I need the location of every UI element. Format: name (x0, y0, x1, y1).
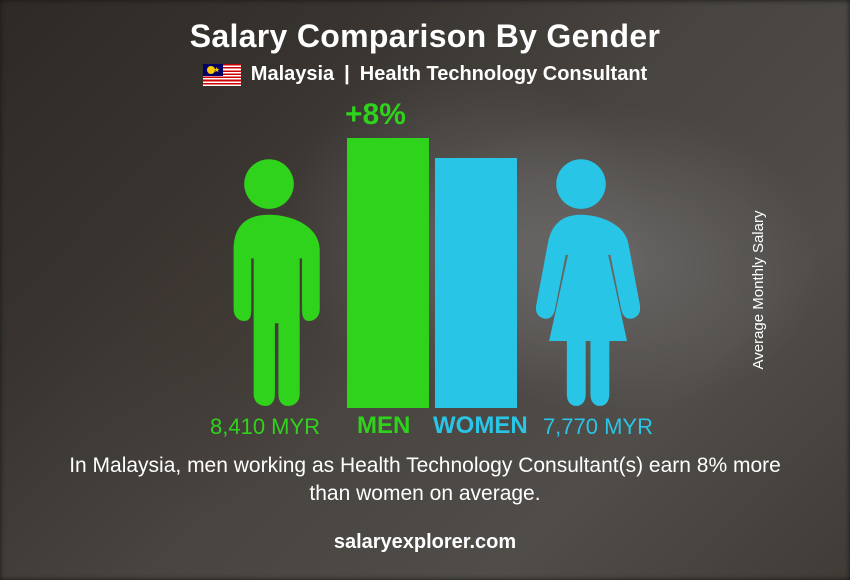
bar-women (435, 158, 517, 408)
gender-label-men: MEN (357, 412, 410, 440)
chart-area: +8% MEN WOMEN 8,410 MYR 7,770 MYR (105, 98, 745, 448)
difference-label: +8% (345, 98, 406, 132)
page-title: Salary Comparison By Gender (190, 18, 660, 55)
content-container: Salary Comparison By Gender Malaysia | H… (0, 0, 850, 580)
malaysia-flag-icon (203, 64, 241, 86)
gender-label-women: WOMEN (433, 412, 528, 440)
summary-text: In Malaysia, men working as Health Techn… (65, 452, 785, 509)
subtitle-role: Health Technology Consultant (360, 63, 647, 86)
bar-men (347, 138, 429, 408)
male-person-icon (210, 156, 328, 408)
salary-men: 8,410 MYR (210, 414, 320, 440)
salary-women: 7,770 MYR (543, 414, 653, 440)
female-person-icon (522, 156, 640, 408)
subtitle-country: Malaysia (251, 63, 334, 86)
footer-source: salaryexplorer.com (334, 531, 516, 554)
subtitle-row: Malaysia | Health Technology Consultant (203, 63, 647, 86)
y-axis-label: Average Monthly Salary (750, 211, 767, 370)
subtitle-separator: | (344, 63, 350, 86)
